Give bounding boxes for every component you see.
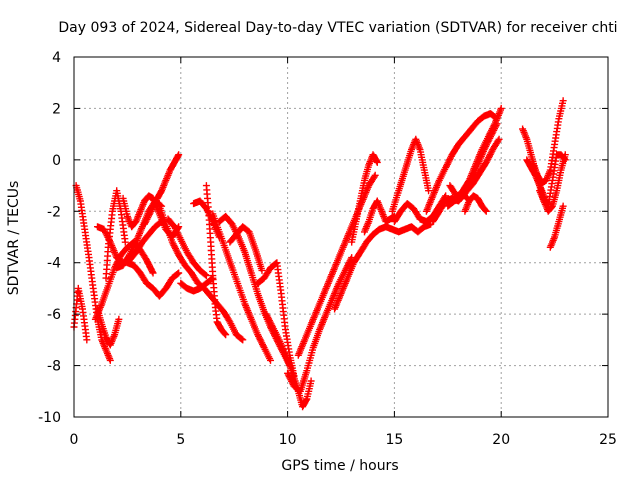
x-tick-label: 10: [279, 432, 297, 448]
y-axis-label: SDTVAR / TECUs: [6, 181, 22, 296]
y-tick-label: 0: [52, 153, 61, 169]
plus-markers: [94, 218, 166, 267]
data-series: [536, 151, 569, 215]
plus-markers: [529, 97, 567, 187]
data-series: [164, 215, 210, 280]
plus-markers: [202, 182, 230, 339]
y-tick-label: 4: [52, 50, 61, 66]
data-series: [94, 218, 166, 267]
y-tick-label: -6: [47, 307, 61, 323]
y-tick-label: -10: [38, 410, 61, 426]
plus-markers: [446, 182, 471, 202]
x-tick-label: 0: [70, 432, 79, 448]
data-series: [141, 151, 183, 228]
data-points: [70, 97, 569, 411]
data-series: [546, 202, 567, 251]
x-tick-label: 25: [599, 432, 617, 448]
data-series: [388, 135, 433, 215]
data-series: [331, 220, 435, 313]
plus-markers: [141, 151, 183, 228]
plus-markers: [164, 215, 210, 280]
x-axis-label: GPS time / hours: [281, 458, 398, 474]
plus-markers: [361, 197, 398, 236]
data-series: [529, 97, 567, 187]
y-tick-label: 2: [52, 101, 61, 117]
data-series: [461, 192, 490, 215]
plus-markers: [284, 254, 356, 395]
data-series: [348, 151, 381, 246]
x-tick-label: 5: [176, 432, 185, 448]
plus-markers: [209, 210, 275, 364]
plus-markers: [177, 274, 217, 295]
plus-markers: [459, 104, 505, 195]
data-series: [202, 182, 230, 339]
x-tick-label: 20: [492, 432, 510, 448]
axis-ticks: 0 5 10 15 20 25 -10 -8 -6 -4 -2 0 2 4: [38, 50, 617, 448]
plus-markers: [331, 220, 435, 313]
chart-title: Day 093 of 2024, Sidereal Day-to-day VTE…: [58, 20, 617, 36]
data-series: [459, 104, 505, 195]
plus-markers: [461, 192, 490, 215]
grid-lines: [74, 57, 608, 417]
plus-markers: [226, 223, 266, 274]
plus-markers: [444, 135, 503, 210]
data-series: [177, 274, 217, 295]
data-series: [209, 210, 275, 364]
plus-markers: [546, 202, 567, 251]
plus-markers: [536, 151, 569, 215]
y-tick-label: -2: [47, 204, 61, 220]
data-series: [361, 197, 398, 236]
plus-markers: [388, 135, 433, 215]
data-series: [422, 110, 501, 215]
data-series: [444, 135, 503, 210]
plus-markers: [348, 151, 381, 246]
plus-markers: [94, 305, 123, 349]
data-series: [226, 223, 266, 274]
plot-frame: [73, 56, 609, 418]
y-tick-label: -8: [47, 359, 61, 375]
data-series: [284, 254, 356, 395]
plus-markers: [422, 110, 501, 215]
y-tick-label: -4: [47, 256, 61, 272]
x-tick-label: 15: [385, 432, 403, 448]
data-series: [446, 182, 471, 202]
data-series: [94, 305, 123, 349]
